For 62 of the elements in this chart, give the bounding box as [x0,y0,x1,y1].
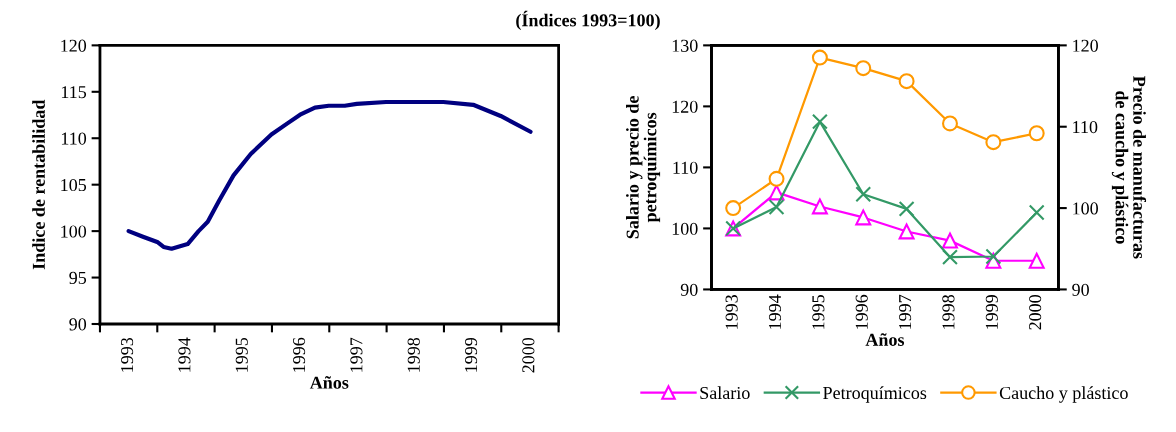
y-tick-label: 120 [672,100,698,113]
y-tick-label: 130 [672,39,698,52]
y-axis-title: Indice de rentabilidad [32,99,45,270]
x-tick-label: 1995 [235,337,248,372]
x-axis-title: Años [309,376,349,389]
point [898,73,915,90]
legend-label: Petroquímicos [823,386,927,403]
point [1028,125,1045,142]
x-tick-label: 1997 [899,294,912,329]
point [855,60,872,77]
x-tick-label: 1999 [985,295,998,329]
point [1028,252,1045,269]
x-tick-label: 1998 [407,337,420,372]
y-tick-label: 110 [61,132,87,145]
point [855,209,872,226]
chart-title: (Índices 1993=100) [516,10,660,31]
point [811,49,828,66]
x-tick-label: 2000 [1029,294,1042,330]
y2-tick-label: 110 [1073,120,1098,134]
y-tick-label: 100 [672,222,698,235]
y-tick-label: 95 [69,271,87,284]
point [942,115,958,132]
point [985,134,1002,151]
y2-tick-label: 100 [1073,202,1098,215]
y-tick-label: 90 [69,318,87,331]
x-axis-title: Años [865,333,905,346]
point [942,249,958,266]
point [768,199,785,216]
x-tick-label: 1996 [293,337,306,372]
y-tick-label: 100 [61,225,87,238]
y-tick-label: 120 [61,39,87,52]
x-tick-label: 1994 [768,294,782,329]
y-tick-label: 110 [673,161,698,174]
point [768,170,785,187]
legend-label: Salario [700,386,750,400]
y2-tick-label: 90 [1072,283,1089,296]
legend-label: Caucho y plástico [999,386,1128,403]
x-tick-label: 2000 [522,337,535,373]
x-tick-label: 1999 [464,337,478,372]
x-tick-label: 1993 [121,337,134,372]
x-tick-label: 1997 [350,337,363,372]
x-tick-label: 1993 [725,295,738,329]
point [725,200,742,217]
point [855,186,872,203]
point [942,232,958,249]
point [985,248,1002,265]
point [811,198,828,215]
x-tick-label: 1998 [942,294,955,329]
y2-axis-title: Precio de manufacturas de caucho y plástico [1111,76,1147,259]
line-series [126,99,533,251]
point [898,223,915,240]
x-tick-label: 1996 [855,294,868,329]
y-tick-label: 90 [680,283,698,296]
point [811,113,828,130]
y-tick-label: 115 [61,86,87,99]
point [1028,204,1045,221]
point [898,200,915,217]
y-axis-title: Salario y precio de petroquímicos [626,96,661,239]
y-tick-label: 105 [61,178,87,192]
x-tick-label: 1994 [178,337,191,372]
x-tick-label: 1995 [812,295,825,329]
y2-tick-label: 120 [1073,39,1098,52]
